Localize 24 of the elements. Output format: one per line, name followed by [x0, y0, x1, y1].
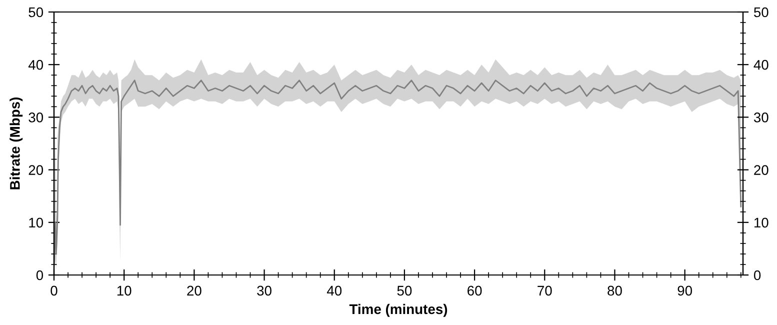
y-tick-label: 10: [29, 218, 44, 228]
y2-tick-label: 30: [754, 112, 768, 122]
x-tick-label: 40: [326, 286, 342, 296]
x-tick-label: 50: [397, 286, 412, 296]
x-tick-label: 70: [538, 286, 552, 296]
x-tick-label: 20: [187, 286, 202, 296]
y-tick-label: 0: [36, 270, 44, 280]
x-tick-label: 10: [117, 286, 132, 296]
x-tick-label: 90: [678, 286, 692, 296]
y2-tick-label: 20: [754, 165, 768, 175]
y-tick-label: 40: [28, 60, 44, 70]
x-tick-label: 80: [608, 286, 622, 296]
y2-tick-label: 10: [754, 218, 768, 228]
y-tick-label: 50: [28, 7, 44, 18]
y2-tick-label: 40: [754, 60, 768, 70]
x-tick-label: 30: [257, 286, 272, 296]
y2-tick-label: 0: [754, 270, 761, 280]
x-tick-label: 60: [468, 286, 482, 296]
y2-tick-label: 50: [754, 7, 768, 18]
y-tick-label: 20: [28, 165, 44, 175]
x-tick-label: 0: [50, 286, 58, 296]
x-axis-title: Time (minutes): [349, 304, 448, 317]
y-axis-title: Bitrate (Mbps): [10, 98, 23, 190]
y-tick-label: 30: [28, 112, 44, 122]
